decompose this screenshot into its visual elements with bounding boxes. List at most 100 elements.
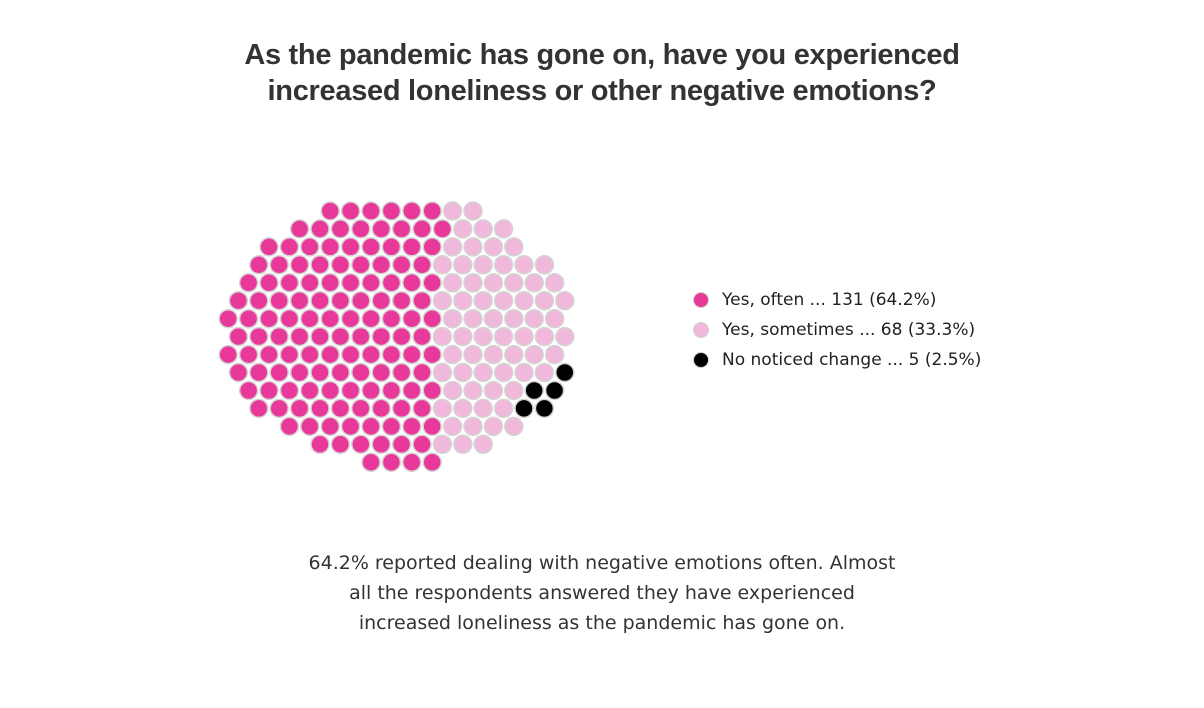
dot-yes-often [320,201,340,221]
dot-yes-sometimes [473,398,493,419]
dot-yes-often [269,255,289,275]
dot-yes-sometimes [514,326,534,347]
dot-yes-sometimes [493,398,514,419]
dot-yes-often [238,308,259,329]
dot-yes-often [340,237,361,257]
dot-yes-often [381,416,402,437]
dot-yes-sometimes [432,290,453,311]
dot-yes-sometimes [504,344,524,365]
dot-yes-often [238,273,259,293]
dot-yes-often [371,219,391,239]
dot-yes-often [422,416,442,437]
dot-yes-often [279,380,300,401]
dot-yes-often [351,255,371,275]
dot-yes-sometimes [453,255,473,275]
dot-yes-often [391,434,412,455]
dot-yes-often [249,398,269,419]
dot-yes-often [371,362,391,383]
dot-yes-sometimes [504,237,524,257]
dot-no-change [514,398,534,419]
dot-yes-sometimes [432,255,453,275]
dot-yes-sometimes [463,380,483,401]
dot-yes-often [412,255,432,275]
dot-yes-often [300,273,320,293]
dot-yes-sometimes [514,255,534,275]
dot-yes-often [432,219,453,239]
dot-yes-often [259,237,279,257]
dot-yes-sometimes [463,344,483,365]
dot-yes-often [412,398,432,419]
dot-yes-sometimes [473,326,493,347]
dot-yes-often [330,398,351,419]
dot-yes-sometimes [493,326,514,347]
dot-yes-often [289,362,310,383]
dot-yes-sometimes [504,380,524,401]
dot-yes-often [238,344,259,365]
dot-yes-often [228,326,249,347]
dot-yes-often [300,380,320,401]
dot-yes-sometimes [463,237,483,257]
dot-yes-sometimes [432,398,453,419]
dot-yes-sometimes [483,273,504,293]
dot-yes-often [351,326,371,347]
dot-yes-sometimes [524,344,544,365]
dot-yes-often [218,344,238,365]
dot-yes-often [310,434,330,455]
dot-yes-often [269,290,289,311]
dot-yes-sometimes [544,308,565,329]
dot-yes-often [279,308,300,329]
dot-yes-often [422,237,442,257]
dot-yes-often [289,255,310,275]
dot-yes-often [351,398,371,419]
dot-yes-often [391,326,412,347]
dot-yes-often [422,201,442,221]
dot-yes-often [228,290,249,311]
dot-yes-often [371,255,391,275]
dot-yes-often [310,326,330,347]
dot-yes-often [300,308,320,329]
dot-yes-sometimes [453,290,473,311]
dot-yes-often [279,416,300,437]
dot-yes-sometimes [453,398,473,419]
dot-yes-often [422,308,442,329]
dot-yes-often [340,273,361,293]
dot-yes-often [320,344,340,365]
dot-yes-sometimes [544,344,565,365]
dot-yes-often [320,273,340,293]
dot-yes-sometimes [473,255,493,275]
dot-yes-sometimes [493,219,514,239]
dot-yes-sometimes [555,290,575,311]
dot-no-change [544,380,565,401]
dot-yes-often [279,273,300,293]
dot-yes-often [391,362,412,383]
dot-yes-sometimes [453,219,473,239]
dot-yes-sometimes [534,255,555,275]
dot-yes-sometimes [483,308,504,329]
dot-yes-often [351,434,371,455]
dot-yes-often [249,326,269,347]
dot-yes-often [361,416,381,437]
dot-yes-often [269,398,289,419]
dot-yes-often [361,237,381,257]
dot-yes-sometimes [463,273,483,293]
dot-yes-often [330,219,351,239]
dot-yes-often [422,344,442,365]
dot-yes-often [310,362,330,383]
dot-yes-often [371,326,391,347]
dot-yes-often [300,416,320,437]
dot-yes-sometimes [442,237,463,257]
dot-yes-often [310,398,330,419]
dot-yes-sometimes [453,434,473,455]
dot-yes-often [330,362,351,383]
dot-yes-often [259,273,279,293]
dot-yes-often [381,344,402,365]
dot-yes-sometimes [473,434,493,455]
dot-yes-often [340,416,361,437]
legend-label-no-change: No noticed change ... 5 (2.5%) [722,350,982,370]
dot-yes-often [361,452,381,473]
dot-yes-often [218,308,238,329]
legend-swatch-yes-often [693,292,709,308]
legend-swatch-no-change [693,352,709,368]
dot-yes-often [289,398,310,419]
